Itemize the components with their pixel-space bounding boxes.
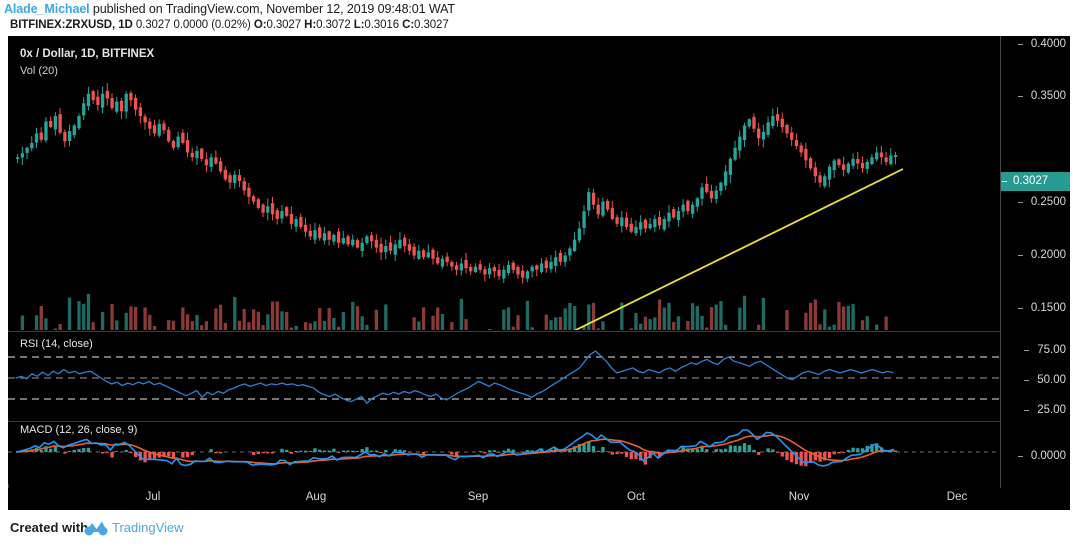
last-price: 0.3027: [135, 19, 171, 31]
macd-tick-0: 0.0000: [1017, 450, 1066, 462]
rsi-pane[interactable]: RSI (14, close): [8, 332, 1000, 420]
rsi-svg: [8, 350, 1000, 405]
time-label-dec: Dec: [946, 491, 968, 503]
price-tick-0: 0.4000: [1017, 38, 1066, 50]
rsi-tick-2: 25.00: [1024, 404, 1066, 416]
time-axis[interactable]: Jul Aug Sep Oct Nov Dec: [8, 488, 1070, 510]
rsi-tick-0: 75.00: [1024, 344, 1066, 356]
price-tick-1: 0.3500: [1017, 90, 1066, 102]
author-link[interactable]: Alade_Michael: [4, 2, 90, 16]
publish-text: published on TradingView.com, November 1…: [89, 2, 455, 16]
macd-svg: [8, 429, 1000, 467]
tradingview-brand-label[interactable]: TradingView: [112, 520, 184, 535]
close-label: C:: [402, 19, 415, 31]
pane-separator-1[interactable]: [8, 331, 1000, 332]
current-price-badge: 0.3027: [1001, 172, 1070, 191]
price-axis-line: [1000, 36, 1001, 488]
time-label-nov: Nov: [788, 491, 810, 503]
time-label-aug: Aug: [305, 491, 327, 503]
symbol-label[interactable]: BITFINEX:ZRXUSD, 1D: [10, 19, 133, 31]
footer: Created with TradingView: [0, 510, 1073, 547]
close-value: 0.3027: [414, 19, 449, 31]
macd-pane[interactable]: MACD (12, 26, close, 9): [8, 422, 1000, 484]
rsi-indicator-title: RSI (14, close): [20, 338, 93, 350]
change-value: 0.0000: [173, 19, 209, 31]
tradingview-logo-icon: [84, 519, 108, 536]
volume-indicator-title: Vol (20): [20, 65, 58, 77]
time-label-oct: Oct: [627, 491, 645, 503]
price-candles-svg: [16, 83, 904, 330]
header-publish-line: Alade_Michael published on TradingView.c…: [4, 2, 455, 16]
rsi-tick-1: 50.00: [1024, 374, 1066, 386]
price-tick-2: 0.2500: [1017, 196, 1066, 208]
high-label: H:: [304, 19, 317, 31]
created-with-label: Created with: [10, 520, 89, 535]
price-tick-4: 0.1500: [1017, 302, 1066, 314]
time-label-jul: Jul: [145, 491, 161, 503]
low-value: 0.3016: [364, 19, 399, 31]
price-tick-3: 0.2000: [1017, 249, 1066, 261]
macd-indicator-title: MACD (12, 26, close, 9): [20, 424, 138, 436]
open-value: 0.3027: [266, 19, 302, 31]
pane-separator-2[interactable]: [8, 421, 1000, 422]
chart-area[interactable]: 0x / Dollar, 1D, BITFINEX Vol (20) RSI (…: [8, 36, 1070, 510]
open-label: O:: [253, 19, 267, 31]
header: Alade_Michael published on TradingView.c…: [0, 0, 1073, 36]
price-pane[interactable]: 0x / Dollar, 1D, BITFINEX Vol (20): [8, 36, 1000, 330]
time-label-sep: Sep: [467, 491, 489, 503]
high-value: 0.3072: [316, 19, 351, 31]
low-label: L:: [353, 19, 365, 31]
price-pane-title: 0x / Dollar, 1D, BITFINEX: [20, 48, 155, 60]
price-scale[interactable]: 0.4000 0.3500 0.3027 0.2500 0.2000 0.150…: [1001, 36, 1070, 510]
header-quote-line: BITFINEX:ZRXUSD, 1D 0.3027 0.0000 (0.02%…: [10, 19, 449, 31]
change-percent: (0.02%): [211, 19, 251, 31]
